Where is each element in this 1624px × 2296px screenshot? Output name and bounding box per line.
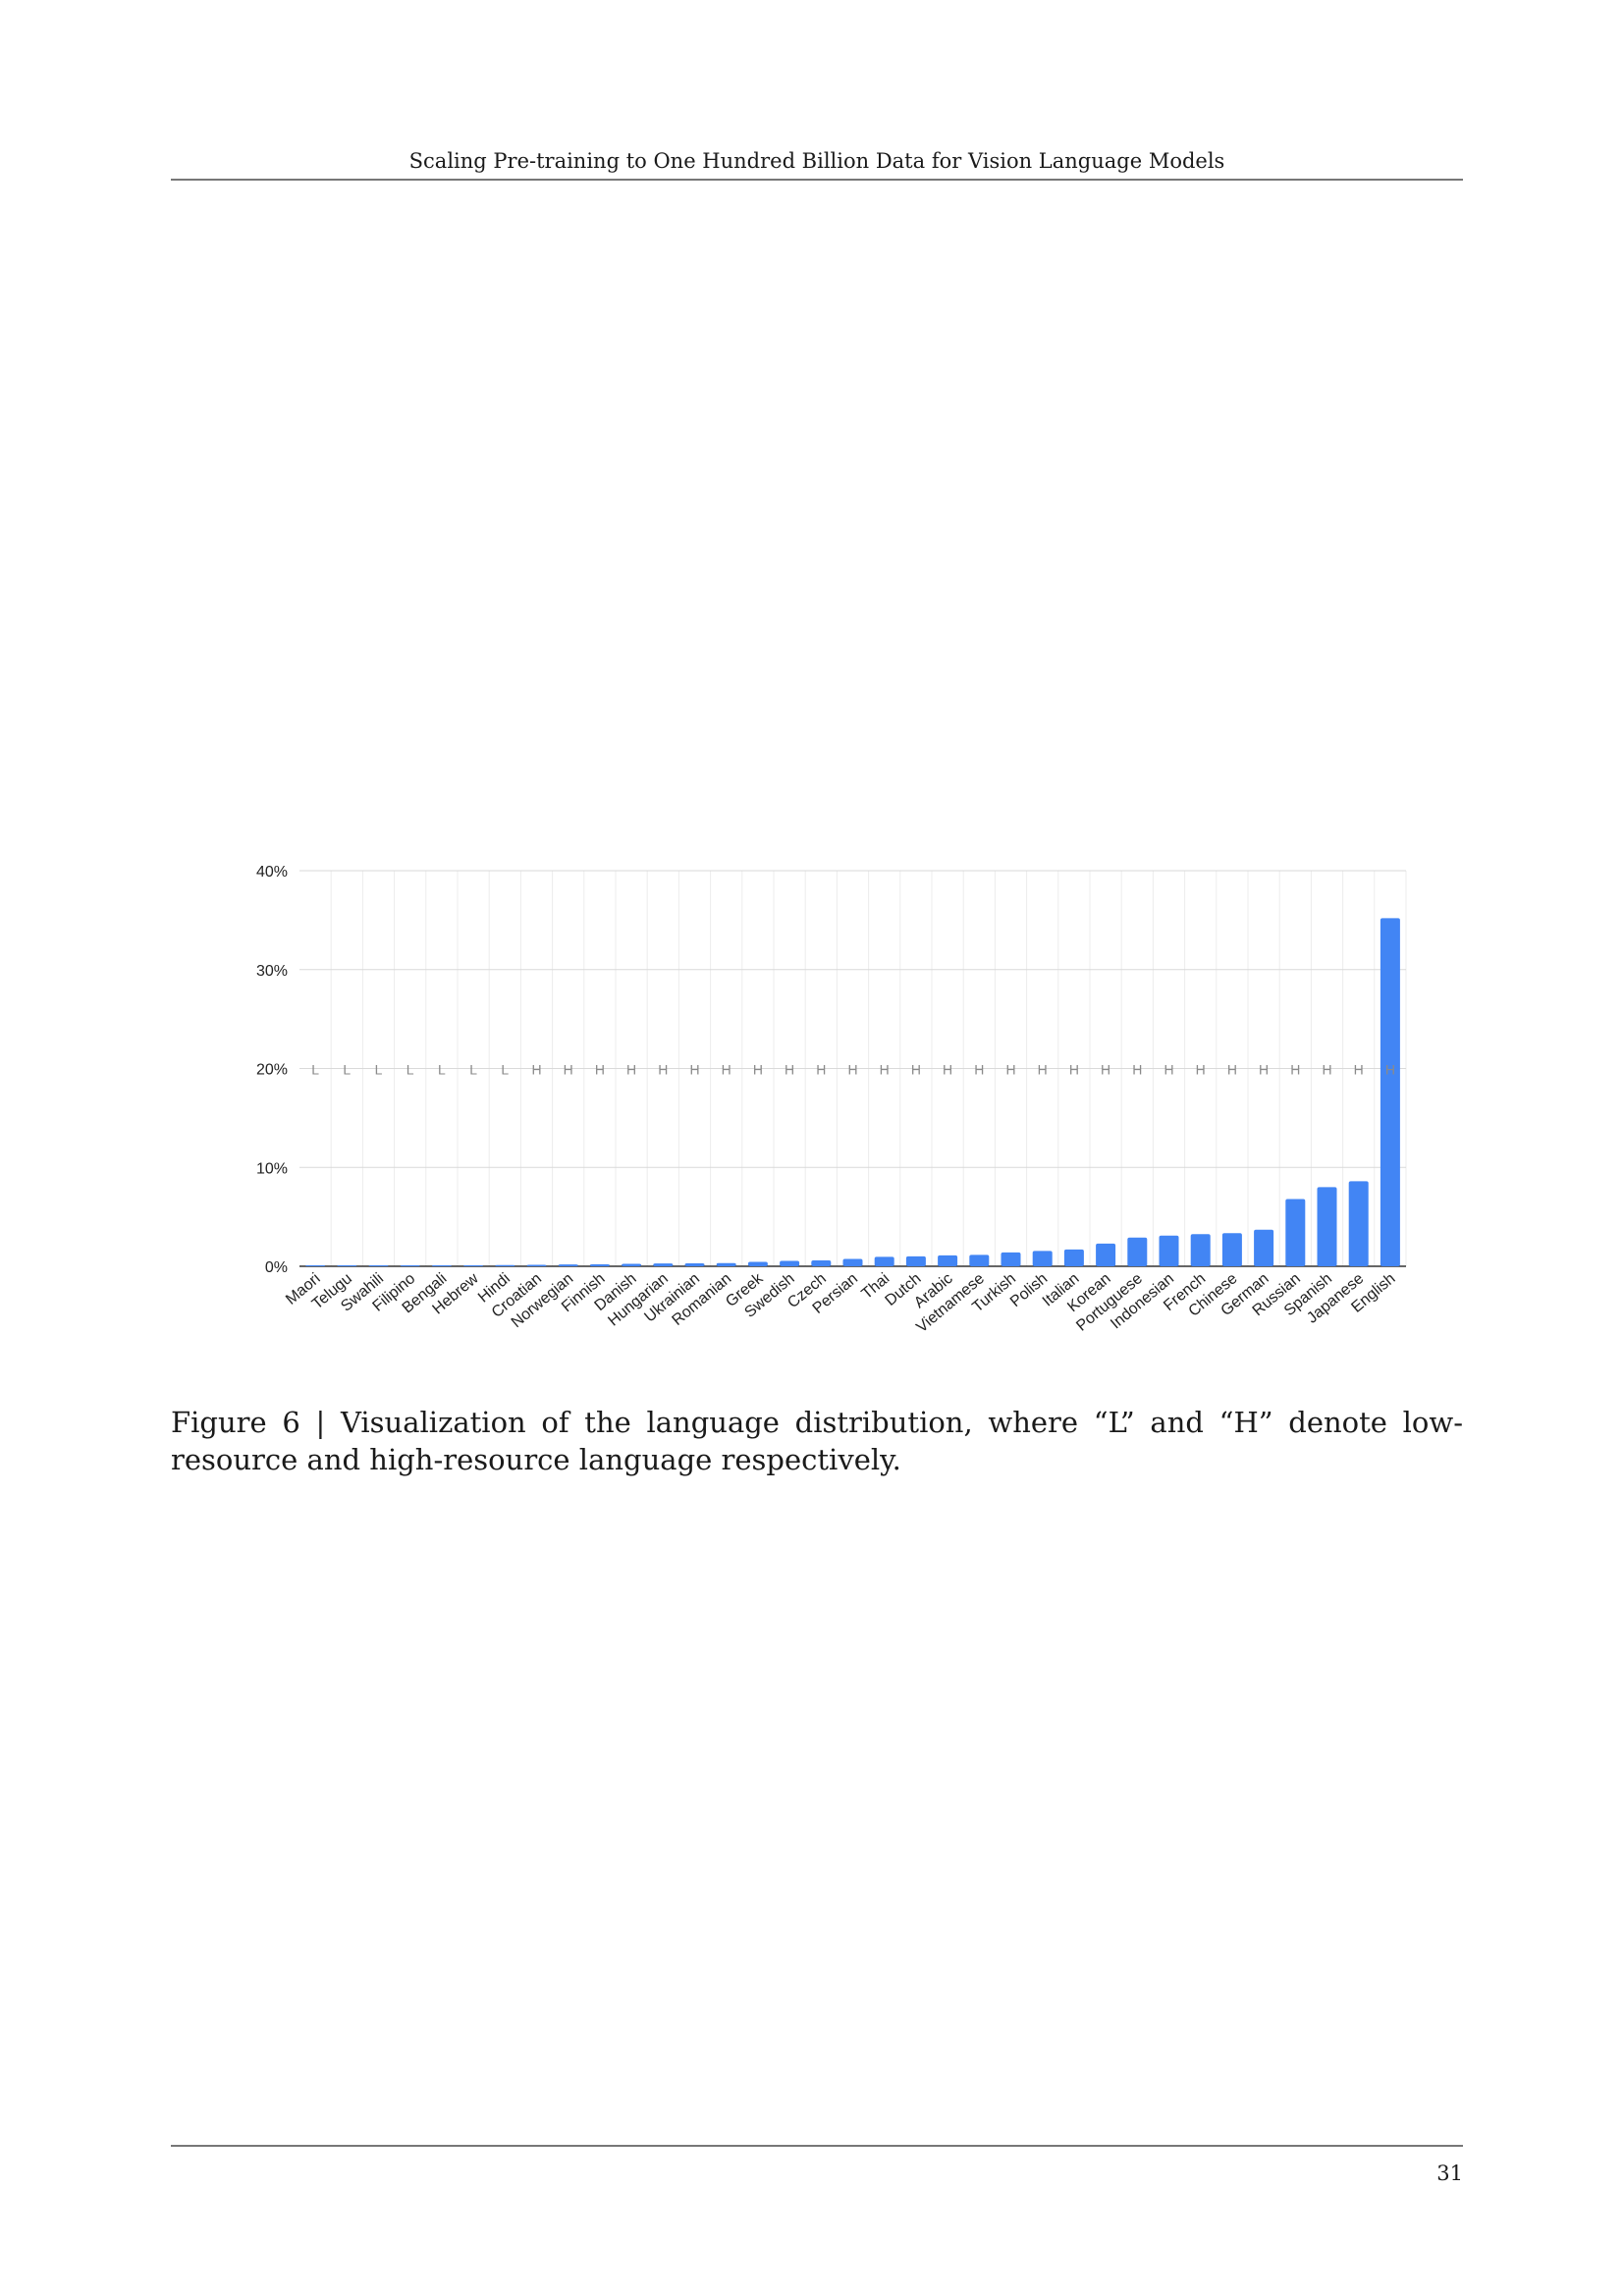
header-rule	[171, 179, 1463, 181]
x-tick-label: Polish	[1007, 1270, 1051, 1310]
resource-tag: H	[722, 1062, 731, 1078]
bar-korean	[1096, 1243, 1116, 1266]
bar-hungarian	[653, 1263, 674, 1266]
page-number: 31	[1436, 2162, 1463, 2185]
resource-tag: H	[847, 1062, 857, 1078]
bar-finnish	[589, 1263, 610, 1266]
bar-czech	[811, 1259, 832, 1266]
resource-tag: H	[658, 1062, 668, 1078]
bar-russian	[1285, 1199, 1306, 1266]
bar-greek	[747, 1261, 768, 1266]
running-header: Scaling Pre-training to One Hundred Bill…	[408, 149, 1225, 173]
bar-danish	[622, 1263, 642, 1266]
bar-turkish	[1001, 1252, 1021, 1266]
caption-text: Visualization of the language distributi…	[171, 1406, 1464, 1476]
bar-thai	[874, 1256, 894, 1266]
resource-tag: H	[911, 1062, 921, 1078]
resource-tag: L	[438, 1062, 446, 1078]
bar-chart-svg: 0% 10% 20% 30% 40% L L L L L L L H H H H H H H H H H H H H H H H H H H…	[256, 864, 1407, 1336]
resource-tag: H	[974, 1062, 984, 1078]
resource-tag: H	[1005, 1062, 1015, 1078]
bar-polish	[1032, 1251, 1053, 1266]
bar-japanese	[1348, 1181, 1369, 1266]
bar-swedish	[780, 1260, 800, 1266]
resource-tag: H	[1354, 1062, 1364, 1078]
resource-tag: H	[689, 1062, 699, 1078]
resource-tag: H	[1132, 1062, 1142, 1078]
resource-tag: L	[375, 1062, 383, 1078]
resource-tag: H	[943, 1062, 952, 1078]
resource-tag: H	[1069, 1062, 1079, 1078]
y-tick-label: 40%	[256, 864, 288, 881]
resource-tag: H	[1322, 1062, 1331, 1078]
resource-tag: H	[1038, 1062, 1048, 1078]
resource-tag: H	[626, 1062, 636, 1078]
bar-french	[1190, 1234, 1211, 1266]
resource-tag: H	[564, 1062, 573, 1078]
bar-persian	[842, 1258, 863, 1266]
y-tick-label: 20%	[256, 1062, 288, 1079]
bar-arabic	[938, 1255, 958, 1266]
bar-indonesian	[1159, 1235, 1179, 1266]
resource-tag: H	[1259, 1062, 1269, 1078]
resource-tag: H	[1196, 1062, 1206, 1078]
resource-tag: H	[1227, 1062, 1237, 1078]
y-tick-label: 0%	[265, 1259, 288, 1276]
resource-tag: H	[1101, 1062, 1110, 1078]
bar-chinese	[1221, 1233, 1242, 1266]
bar-telugu	[337, 1265, 357, 1266]
resource-tag: H	[816, 1062, 826, 1078]
resource-tag: H	[531, 1062, 541, 1078]
bar-maori	[305, 1265, 326, 1266]
bar-dutch	[905, 1255, 926, 1266]
bar-filipino	[400, 1265, 420, 1266]
resource-tag: H	[1385, 1062, 1395, 1078]
resource-tag: L	[406, 1062, 414, 1078]
resource-tag: H	[1290, 1062, 1300, 1078]
resource-tag: L	[343, 1062, 351, 1078]
resource-tag: L	[501, 1062, 509, 1078]
bar-hindi	[495, 1264, 515, 1266]
bar-vietnamese	[969, 1255, 990, 1266]
bar-ukrainian	[684, 1262, 705, 1266]
language-distribution-chart: 0% 10% 20% 30% 40% L L L L L L L H H H H H H H H H H H H H H H H H H H…	[196, 844, 1434, 1355]
bar-german	[1254, 1229, 1274, 1266]
resource-tag: H	[753, 1062, 763, 1078]
bar-romanian	[716, 1262, 736, 1266]
bar-norwegian	[558, 1264, 578, 1266]
bar-croatian	[526, 1264, 547, 1266]
resource-tag: L	[311, 1062, 319, 1078]
bar-italian	[1063, 1249, 1084, 1266]
y-tick-label: 30%	[256, 963, 288, 980]
resource-tag: H	[880, 1062, 890, 1078]
bar-hebrew	[463, 1264, 484, 1266]
y-tick-label: 10%	[256, 1160, 288, 1177]
figure-caption: Figure 6 | Visualization of the language…	[171, 1404, 1463, 1478]
bar-portuguese	[1127, 1237, 1148, 1266]
bar-swahili	[368, 1265, 389, 1266]
resource-tag: H	[1164, 1062, 1173, 1078]
resource-tag: L	[469, 1062, 477, 1078]
resource-tag: H	[785, 1062, 794, 1078]
bar-bengali	[431, 1265, 452, 1266]
caption-label: Figure 6 |	[171, 1406, 341, 1439]
bar-english	[1380, 918, 1400, 1266]
resource-tag: H	[595, 1062, 605, 1078]
bar-spanish	[1317, 1187, 1337, 1266]
footer-rule	[171, 2145, 1463, 2147]
